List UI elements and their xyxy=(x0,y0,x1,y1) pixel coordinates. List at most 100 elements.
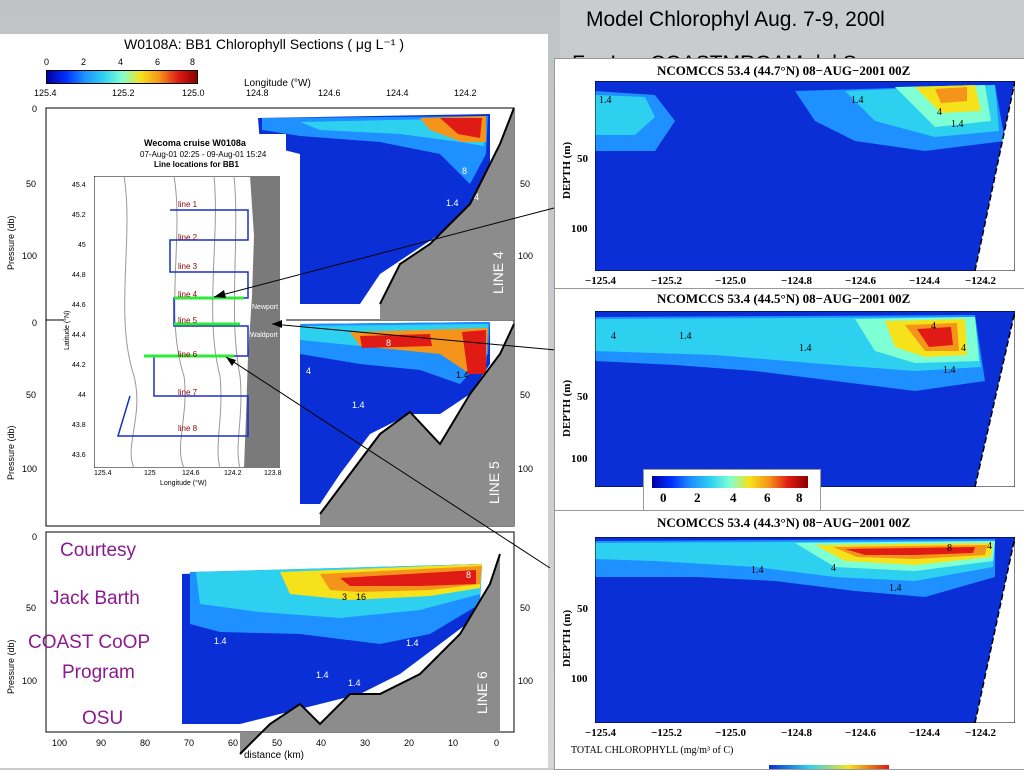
pressure-tick: 100 xyxy=(518,464,534,474)
colorbar-tick: 4 xyxy=(118,57,124,67)
pressure-tick: 0 xyxy=(32,318,38,328)
seafloor-line6 xyxy=(240,554,500,754)
survey-line-label: line 3 xyxy=(178,262,198,271)
survey-line-label: line 2 xyxy=(178,233,198,242)
model-colorbar-gradient xyxy=(652,476,808,488)
lat-tick: 44.6 xyxy=(72,302,86,309)
pressure-tick: 50 xyxy=(520,179,531,189)
distance-tick: 40 xyxy=(316,738,327,748)
contour-label: 8 xyxy=(386,338,391,348)
distance-tick: 50 xyxy=(272,738,283,748)
survey-line-label: line 8 xyxy=(178,424,198,433)
distance-tick: 60 xyxy=(228,738,239,748)
credit-courtesy: Courtesy xyxy=(60,540,137,561)
lon-tick: −125.0 xyxy=(715,275,747,287)
contour-label: 4 xyxy=(931,321,936,332)
model-bottom-label: TOTAL CHLOROPHYLL (mg/m³ of C) xyxy=(571,745,734,756)
lon-tick: −124.4 xyxy=(909,727,941,739)
lat-tick: 44 xyxy=(78,392,86,399)
survey-line-label: line 6 xyxy=(178,350,198,359)
lon-tick: −124.2 xyxy=(965,275,997,287)
contour-label: 1.4 xyxy=(943,365,956,376)
contour-label: 1.4 xyxy=(456,370,469,380)
pressure-axis-label: Pressure (db) xyxy=(6,639,16,694)
contour-label: 1.4 xyxy=(799,343,812,354)
line-6-tag: LINE 6 xyxy=(474,671,490,714)
lon-tick: −124.6 xyxy=(845,275,877,287)
lon-tick: −124.8 xyxy=(781,727,813,739)
colorbar-tick: 2 xyxy=(81,57,87,67)
inset-lon-label: Longitude (°W) xyxy=(160,480,207,487)
line-4-tag: LINE 4 xyxy=(490,251,506,294)
lat-tick: 44.4 xyxy=(72,332,86,339)
pressure-axis-label: Pressure (db) xyxy=(6,215,16,270)
contour-label: 1.4 xyxy=(406,638,419,648)
contour-label: 8 xyxy=(462,166,467,176)
depth-axis-label: DEPTH (m) xyxy=(561,141,573,199)
lon-tick: −124.2 xyxy=(965,727,997,739)
contour-label: 4 xyxy=(474,192,479,202)
model-colorbar-tick: 8 xyxy=(796,490,803,505)
survey-line-label: line 5 xyxy=(178,316,198,325)
lon-tick: −125.4 xyxy=(585,727,617,739)
lat-tick: 43.6 xyxy=(72,452,86,459)
lon-tick: 124.2 xyxy=(224,470,242,477)
credit-university: OSU xyxy=(82,708,124,729)
lon-tick: −124.8 xyxy=(781,275,813,287)
depth-tick: 50 xyxy=(577,391,588,403)
contour-label: 16 xyxy=(356,592,366,602)
depth-tick: 100 xyxy=(571,453,588,465)
left-figure-title: W0108A: BB1 Chlorophyll Sections ( μg L⁻… xyxy=(124,36,405,52)
inset-dates: 07-Aug-01 02:25 - 09-Aug-01 15:24 xyxy=(140,150,267,159)
contour-label: 1.4 xyxy=(889,583,902,594)
lon-tick: 125 xyxy=(144,470,156,477)
lat-tick: 43.8 xyxy=(72,422,86,429)
lon-tick: −125.4 xyxy=(585,275,617,287)
distance-tick: 20 xyxy=(404,738,415,748)
model-panel-1: NCOMCCS 53.4 (44.7°N) 08−AUG−2001 00Z 1.… xyxy=(554,58,1024,300)
contour-label: 4 xyxy=(831,563,836,574)
model-bottom-colorbar xyxy=(769,765,889,769)
longitude-tick: 124.2 xyxy=(454,88,477,98)
model-colorbar-tick: 2 xyxy=(694,490,701,505)
pressure-tick: 50 xyxy=(26,179,37,189)
model-colorbar-tick: 6 xyxy=(764,490,771,505)
longitude-tick: 125.0 xyxy=(182,88,205,98)
model-colorbar-tick: 4 xyxy=(730,490,737,505)
distance-tick: 100 xyxy=(52,738,68,748)
model-panel-title: NCOMCCS 53.4 (44.7°N) 08−AUG−2001 00Z xyxy=(657,63,911,78)
survey-line-label: line 4 xyxy=(178,290,198,299)
distance-tick: 80 xyxy=(140,738,151,748)
depth-axis-label: DEPTH (m) xyxy=(561,609,573,667)
contour-label: 1.4 xyxy=(214,636,227,646)
survey-line-label: line 1 xyxy=(178,200,198,209)
distance-tick: 10 xyxy=(448,738,459,748)
model-colorbar-tick: 0 xyxy=(660,490,667,505)
slide-title: Model Chlorophyl Aug. 7-9, 200l xyxy=(586,8,885,31)
depth-tick: 50 xyxy=(577,153,588,165)
contour-label: 1.4 xyxy=(751,565,764,576)
lat-tick: 45 xyxy=(78,242,86,249)
contour-label: 3 xyxy=(342,592,347,602)
pressure-tick: 100 xyxy=(22,464,38,474)
longitude-tick: 124.4 xyxy=(386,88,409,98)
contour-label: 8 xyxy=(466,570,471,580)
longitude-label: Longitude (°W) xyxy=(244,78,311,89)
lat-tick: 45.4 xyxy=(72,182,86,189)
survey-line-label: line 7 xyxy=(178,388,198,397)
credit-name: Jack Barth xyxy=(50,588,140,609)
distance-tick: 30 xyxy=(360,738,371,748)
depth-axis-label: DEPTH (m) xyxy=(561,379,573,437)
lon-tick: 124.6 xyxy=(182,470,200,477)
pressure-tick: 100 xyxy=(22,251,38,261)
lat-tick: 44.8 xyxy=(72,272,86,279)
model-panel-3: NCOMCCS 53.4 (44.3°N) 08−AUG−2001 00Z 1.… xyxy=(554,510,1024,770)
lon-tick: −125.2 xyxy=(651,275,683,287)
distance-axis-label: distance (km) xyxy=(244,750,305,761)
lon-tick: −125.0 xyxy=(715,727,747,739)
longitude-tick: 124.8 xyxy=(246,88,269,98)
contour-label: 4 xyxy=(961,343,966,354)
inset-caption: Line locations for BB1 xyxy=(154,160,239,169)
pressure-tick: 50 xyxy=(520,390,531,400)
contour-label: 1.4 xyxy=(851,95,864,106)
